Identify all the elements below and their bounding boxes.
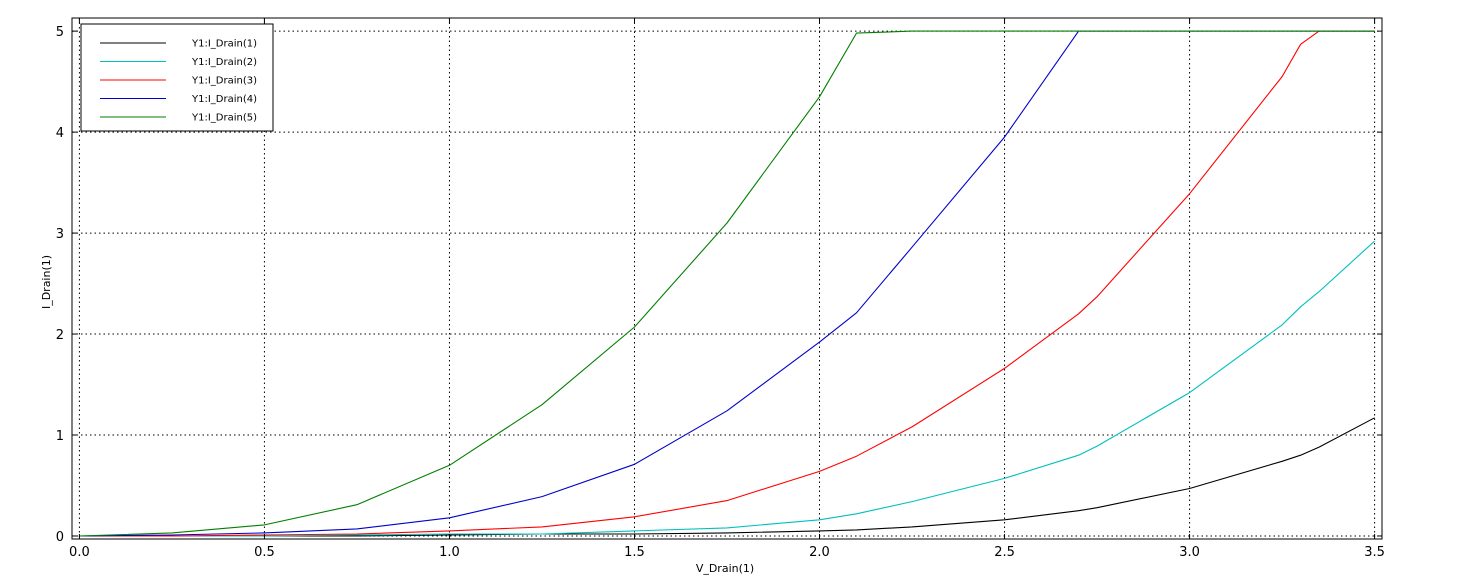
x-axis-label: V_Drain(1) <box>696 562 754 575</box>
legend-label-5: Y1:I_Drain(5) <box>191 113 257 124</box>
legend-label-3: Y1:I_Drain(3) <box>191 76 257 87</box>
x-tick-label: 0.5 <box>254 545 275 560</box>
x-tick-label: 3.0 <box>1179 545 1200 560</box>
y-tick-label: 0 <box>56 530 64 545</box>
y-tick-label: 1 <box>56 429 64 444</box>
legend-label-2: Y1:I_Drain(2) <box>191 57 257 68</box>
x-tick-label: 1.5 <box>624 545 645 560</box>
x-tick-label: 2.0 <box>809 545 830 560</box>
x-tick-label: 3.5 <box>1364 545 1385 560</box>
x-tick-label: 1.0 <box>439 545 460 560</box>
y-axis-label: I_Drain(1) <box>40 255 53 309</box>
legend-label-1: Y1:I_Drain(1) <box>191 39 257 50</box>
y-tick-label: 2 <box>56 328 64 343</box>
y-tick-label: 4 <box>56 126 64 141</box>
x-tick-label: 0.0 <box>69 545 90 560</box>
x-tick-label: 2.5 <box>994 545 1015 560</box>
y-tick-label: 3 <box>56 227 64 242</box>
legend: Y1:I_Drain(1) Y1:I_Drain(2) Y1:I_Drain(3) Y… <box>81 24 273 131</box>
y-tick-label: 5 <box>56 25 64 40</box>
legend-label-4: Y1:I_Drain(4) <box>191 94 257 105</box>
